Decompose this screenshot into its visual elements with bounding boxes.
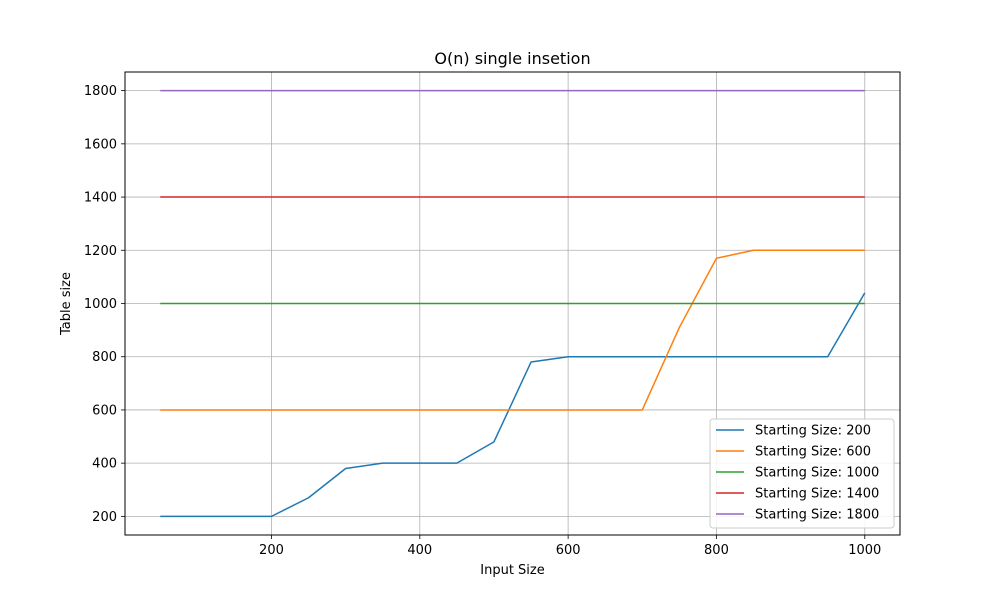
y-tick-label: 1400: [84, 191, 117, 206]
legend-label-5: Starting Size: 1800: [755, 508, 879, 523]
legend: Starting Size: 200 Starting Size: 600 Star…: [709, 418, 895, 529]
y-tick-label: 1800: [84, 84, 117, 99]
legend-label-1: Starting Size: 200: [755, 424, 871, 439]
x-tick-label: 800: [704, 543, 729, 558]
x-axis-title: Input Size: [480, 563, 544, 578]
y-tick-label: 1000: [84, 297, 117, 312]
series-layer: [160, 89, 866, 518]
legend-label-2: Starting Size: 600: [755, 445, 871, 460]
y-tick-label: 1200: [84, 244, 117, 259]
y-tick-label: 800: [92, 350, 117, 365]
y-tick-label: 1600: [84, 137, 117, 152]
series-line-2: [160, 249, 865, 411]
legend-label-4: Starting Size: 1400: [755, 487, 879, 502]
y-tick-label: 600: [92, 403, 117, 418]
y-axis-title: Table size: [59, 272, 74, 336]
legend-box: [709, 418, 895, 529]
x-tick-label: 200: [259, 543, 284, 558]
y-tick-label: 200: [92, 510, 117, 525]
series-line-1: [160, 292, 866, 518]
legend-label-3: Starting Size: 1000: [755, 466, 879, 481]
x-tick-label: 1000: [848, 543, 881, 558]
y-tick-label: 400: [92, 457, 117, 472]
tick-layer: 200 400 600 800 1000 200 400 600 800 1000 1200 1400…: [84, 84, 881, 558]
x-tick-label: 600: [556, 543, 581, 558]
chart-title: O(n) single insetion: [434, 49, 590, 68]
x-tick-label: 400: [407, 543, 432, 558]
